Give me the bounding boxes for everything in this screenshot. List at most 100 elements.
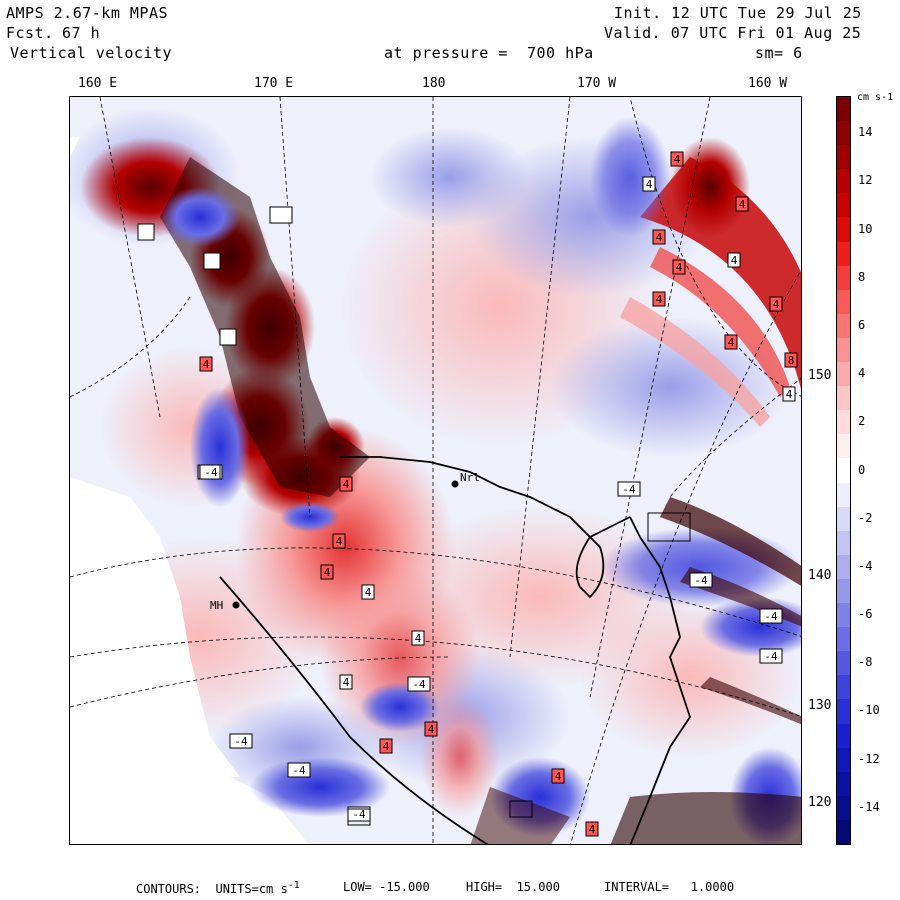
extremum-box: -4 (199, 464, 223, 480)
svg-text:4: 4 (365, 586, 372, 599)
lon-label-170w: 170 W (577, 76, 617, 91)
colorbar-segment (837, 121, 850, 146)
field-name: Vertical velocity (10, 44, 173, 62)
lon-label-170e: 170 E (254, 76, 294, 91)
extremum-box: 4 (670, 151, 684, 167)
extremum-box: 4 (585, 821, 599, 837)
svg-text:4: 4 (343, 676, 350, 689)
svg-text:4: 4 (646, 178, 653, 191)
extremum-box: 4 (727, 252, 741, 268)
svg-text:4: 4 (773, 298, 780, 311)
footer-unit-exponent: -1 (287, 880, 300, 891)
colorbar-segment (837, 193, 850, 218)
svg-text:-4: -4 (234, 735, 248, 748)
colorbar-tick-label: 4 (858, 366, 866, 381)
colorbar-segment (837, 530, 850, 556)
colorbar-tick-label: -6 (858, 607, 873, 622)
colorbar-tick-label: -4 (858, 558, 873, 573)
colorbar-tick-label: -8 (858, 655, 873, 670)
map-panel: Nrl MH 4 4 4 4 4 4 4 4 4 8 4 -4 -4 -4 4 … (69, 96, 802, 845)
svg-text:4: 4 (676, 261, 683, 274)
colorbar-segment (837, 603, 850, 628)
extremum-box: 4 (735, 196, 749, 212)
extremum-box: 4 (724, 334, 738, 350)
svg-text:-4: -4 (764, 650, 778, 663)
extremum-box: 4 (320, 564, 334, 580)
colorbar-tick-label: -12 (858, 751, 880, 766)
colorbar-segment (837, 217, 850, 243)
extremum-box: 4 (652, 291, 666, 307)
svg-text:4: 4 (728, 336, 735, 349)
extremum-box: -4 (407, 676, 431, 692)
colorbar-segment (837, 747, 850, 773)
svg-text:4: 4 (739, 198, 746, 211)
svg-text:-4: -4 (204, 466, 218, 479)
svg-text:4: 4 (656, 293, 663, 306)
forecast-label: Fcst. (6, 24, 54, 42)
colorbar-tick-label: -2 (858, 510, 873, 525)
colorbar-tick-label: 10 (858, 221, 873, 236)
svg-text:-4: -4 (412, 678, 426, 691)
svg-text:4: 4 (589, 823, 596, 836)
lon-label-160e: 160 E (78, 76, 118, 91)
colorbar-segment (837, 265, 850, 291)
svg-text:4: 4 (203, 358, 210, 371)
colorbar-segment (837, 410, 850, 435)
colorbar-segment (837, 627, 850, 652)
extremum-box: -4 (759, 608, 783, 624)
model-title: AMPS 2.67-km MPAS (6, 4, 169, 22)
colorbar-segment (837, 506, 850, 532)
extremum-box: 4 (332, 533, 346, 549)
svg-text:-4: -4 (622, 483, 636, 496)
extremum-box: 4 (642, 176, 656, 192)
svg-text:4: 4 (428, 723, 435, 736)
colorbar-segment (837, 434, 850, 459)
colorbar-tick-label: 0 (858, 462, 866, 477)
smoothing-value: sm= 6 (755, 44, 803, 62)
extremum-box: 8 (784, 352, 798, 368)
colorbar-segment (837, 675, 850, 700)
colorbar-tick-label: 6 (858, 317, 866, 332)
svg-text:-4: -4 (764, 610, 778, 623)
colorbar-unit: cm s-1 (857, 92, 894, 103)
footer-interval: INTERVAL= 1.0000 (604, 880, 735, 894)
colorbar-tick-label: -14 (858, 799, 880, 814)
colorbar-segment (837, 289, 850, 315)
extremum-box: 4 (411, 630, 425, 646)
svg-text:-4: -4 (292, 764, 306, 777)
valid-time: Valid. 07 UTC Fri 01 Aug 25 (604, 24, 862, 42)
svg-text:4: 4 (656, 231, 663, 244)
svg-text:4: 4 (786, 388, 793, 401)
svg-text:4: 4 (555, 770, 562, 783)
extremum-box: 4 (339, 674, 353, 690)
colorbar-segment (837, 169, 850, 194)
station-marker-b (232, 601, 240, 609)
colorbar-tick-label: 12 (858, 173, 873, 188)
colorbar-segment (837, 458, 850, 484)
lon-label-160w: 160 W (748, 76, 788, 91)
colorbar (836, 96, 851, 845)
footer-contours: CONTOURS: UNITS=cm s-1 (136, 880, 300, 896)
colorbar-segment (837, 651, 850, 676)
footer-low: LOW= -15.000 (343, 880, 430, 894)
colorbar-segment (837, 145, 850, 170)
svg-text:4: 4 (336, 535, 343, 548)
colorbar-segment (837, 723, 850, 749)
init-time: Init. 12 UTC Tue 29 Jul 25 (614, 4, 862, 22)
extremum-box: 4 (339, 476, 353, 492)
colorbar-segment (837, 241, 850, 267)
svg-text:4: 4 (324, 566, 331, 579)
colorbar-segment (837, 795, 850, 821)
colorbar-segment (837, 771, 850, 797)
extremum-box: 4 (551, 768, 565, 784)
colorbar-tick-label: 14 (858, 125, 873, 140)
extremum-box: -4 (287, 762, 311, 778)
svg-text:-4: -4 (352, 808, 366, 821)
colorbar-segment (837, 386, 850, 411)
extremum-box: -4 (617, 481, 641, 497)
extremum-box: -4 (689, 572, 713, 588)
extremum-box: 4 (379, 738, 393, 754)
extremum-box: 4 (782, 386, 796, 402)
colorbar-segment (837, 578, 850, 604)
